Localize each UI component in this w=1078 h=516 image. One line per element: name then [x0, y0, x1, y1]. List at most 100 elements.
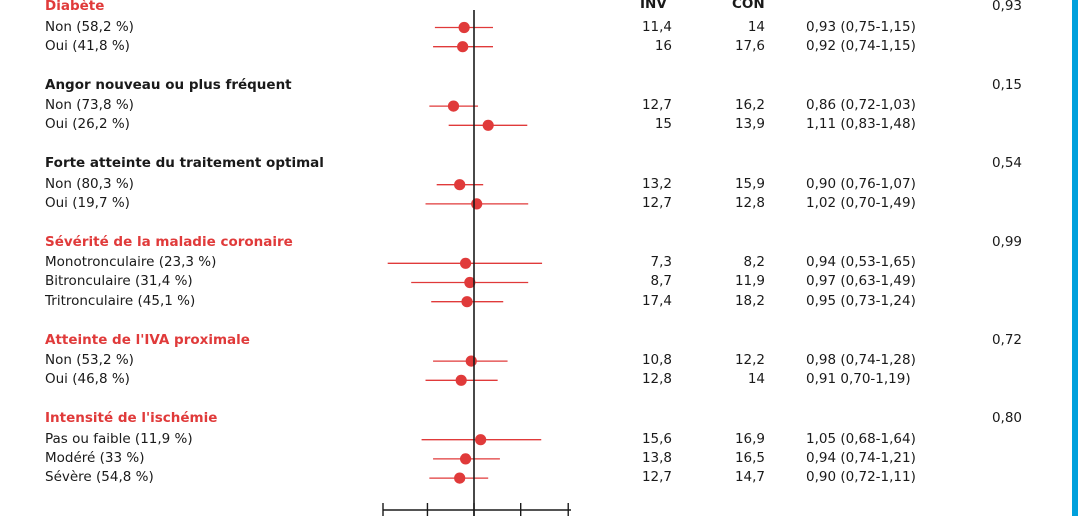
- group-label: Diabète: [45, 0, 105, 14]
- hazard-ratio-ci: 0,90 (0,76-1,07): [806, 176, 916, 192]
- subgroup-label: Non (73,8 %): [45, 97, 134, 113]
- inv-value: 15,6: [641, 431, 672, 447]
- p-value: 0,54: [991, 155, 1022, 171]
- hr-point: [458, 21, 470, 34]
- subgroup-label: Oui (41,8 %): [45, 38, 130, 54]
- group-label: Forte atteinte du traitement optimal: [45, 155, 324, 171]
- group-label: Atteinte de l'IVA proximale: [45, 332, 250, 348]
- p-value: 0,80: [991, 410, 1022, 426]
- hazard-ratio-ci: 1,11 (0,83-1,48): [806, 116, 916, 132]
- con-value: 18,2: [734, 293, 765, 309]
- con-value: 14: [747, 19, 765, 35]
- inv-value: 11,4: [641, 19, 672, 35]
- subgroup-label: Oui (46,8 %): [45, 371, 130, 387]
- con-value: 12,8: [734, 195, 765, 211]
- hazard-ratio-ci: 1,05 (0,68-1,64): [806, 431, 916, 447]
- subgroup-label: Bitronculaire (31,4 %): [45, 273, 193, 289]
- inv-value: 8,7: [650, 273, 672, 289]
- hazard-ratio-ci: 1,02 (0,70-1,49): [806, 195, 916, 211]
- hr-point: [457, 41, 469, 53]
- hazard-ratio-ci: 0,86 (0,72-1,03): [806, 97, 916, 113]
- group-label: Sévérité de la maladie coronaire: [45, 234, 293, 250]
- table-row: Oui (41,8 %) 16 17,6 0,92 (0,74-1,15): [0, 37, 1072, 56]
- p-value: 0,99: [991, 234, 1022, 250]
- hr-point: [455, 374, 467, 386]
- table-row: Oui (19,7 %) 12,7 12,8 1,02 (0,70-1,49): [0, 194, 1072, 213]
- col-header-con: CON: [732, 0, 765, 12]
- con-value: 14: [747, 371, 765, 387]
- inv-value: 7,3: [650, 254, 672, 270]
- hazard-ratio-ci: 0,90 (0,72-1,11): [806, 469, 916, 485]
- inv-value: 13,2: [641, 176, 672, 192]
- con-value: 11,9: [734, 273, 765, 289]
- hr-point: [461, 296, 473, 308]
- subgroup-label: Oui (26,2 %): [45, 116, 130, 132]
- con-value: 16,9: [734, 431, 765, 447]
- table-row: Monotronculaire (23,3 %) 7,3 8,2 0,94 (0,53…: [0, 253, 1072, 272]
- table-row: Non (80,3 %) 13,2 15,9 0,90 (0,76-1,07): [0, 175, 1072, 194]
- subgroup-label: Tritronculaire (45,1 %): [45, 293, 196, 309]
- table-row: Non (53,2 %) 10,8 12,2 0,98 (0,74-1,28): [0, 351, 1072, 370]
- subgroup-label: Non (53,2 %): [45, 352, 134, 368]
- hazard-ratio-ci: 0,95 (0,73-1,24): [806, 293, 916, 309]
- group-header-row: Intensité de l'ischémie 0,80: [0, 409, 1072, 428]
- con-value: 8,2: [743, 254, 765, 270]
- inv-value: 12,7: [641, 97, 672, 113]
- table-row: Oui (26,2 %) 15 13,9 1,11 (0,83-1,48): [0, 115, 1072, 134]
- table-row: Modéré (33 %) 13,8 16,5 0,94 (0,74-1,21): [0, 449, 1072, 468]
- hazard-ratio-ci: 0,94 (0,53-1,65): [806, 254, 916, 270]
- inv-value: 12,7: [641, 195, 672, 211]
- hr-point: [464, 276, 476, 289]
- hr-point: [482, 119, 494, 131]
- inv-value: 17,4: [641, 293, 672, 309]
- inv-value: 15: [654, 116, 672, 132]
- group-header-row: Angor nouveau ou plus fréquent 0,15: [0, 76, 1072, 95]
- hr-point: [475, 434, 487, 446]
- table-row: Sévère (54,8 %) 12,7 14,7 0,90 (0,72-1,11): [0, 468, 1072, 487]
- table-row: Bitronculaire (31,4 %) 8,7 11,9 0,97 (0,63-…: [0, 272, 1072, 291]
- table-row: Non (58,2 %) 11,4 14 0,93 (0,75-1,15): [0, 18, 1072, 37]
- table-row: Non (73,8 %) 12,7 16,2 0,86 (0,72-1,03): [0, 96, 1072, 115]
- inv-value: 12,7: [641, 469, 672, 485]
- hr-point: [454, 472, 466, 484]
- subgroup-label: Oui (19,7 %): [45, 195, 130, 211]
- table-row: Pas ou faible (11,9 %) 15,6 16,9 1,05 (0,68…: [0, 430, 1072, 449]
- inv-value: 12,8: [641, 371, 672, 387]
- subgroup-label: Modéré (33 %): [45, 450, 145, 466]
- group-header-row: Forte atteinte du traitement optimal 0,54: [0, 154, 1072, 173]
- con-value: 13,9: [734, 116, 765, 132]
- con-value: 15,9: [734, 176, 765, 192]
- table-row: Tritronculaire (45,1 %) 17,4 18,2 0,95 (0,7…: [0, 292, 1072, 311]
- hazard-ratio-ci: 0,98 (0,74-1,28): [806, 352, 916, 368]
- subgroup-label: Non (80,3 %): [45, 176, 134, 192]
- con-value: 12,2: [734, 352, 765, 368]
- hazard-ratio-ci: 0,91 0,70-1,19): [806, 371, 911, 387]
- hr-point: [454, 179, 466, 191]
- hr-point: [447, 100, 460, 112]
- p-value: 0,93: [991, 0, 1022, 14]
- p-value: 0,72: [991, 332, 1022, 348]
- group-header-row: Sévérité de la maladie coronaire 0,99: [0, 233, 1072, 252]
- hazard-ratio-ci: 0,92 (0,74-1,15): [806, 38, 916, 54]
- hr-point: [471, 198, 483, 210]
- hazard-ratio-ci: 0,94 (0,74-1,21): [806, 450, 916, 466]
- con-value: 14,7: [734, 469, 765, 485]
- hazard-ratio-ci: 0,93 (0,75-1,15): [806, 19, 916, 35]
- group-label: Angor nouveau ou plus fréquent: [45, 77, 292, 93]
- subgroup-label: Sévère (54,8 %): [45, 469, 154, 485]
- hr-point: [459, 257, 472, 269]
- hr-point: [459, 453, 472, 465]
- table-row: Oui (46,8 %) 12,8 14 0,91 0,70-1,19): [0, 370, 1072, 389]
- p-value: 0,15: [991, 77, 1022, 93]
- con-value: 16,2: [734, 97, 765, 113]
- group-header-row: Atteinte de l'IVA proximale 0,72: [0, 331, 1072, 350]
- hr-point: [465, 355, 477, 367]
- inv-value: 16: [654, 38, 672, 54]
- inv-value: 13,8: [641, 450, 672, 466]
- subgroup-label: Non (58,2 %): [45, 19, 134, 35]
- con-value: 17,6: [734, 38, 765, 54]
- subgroup-label: Monotronculaire (23,3 %): [45, 254, 217, 270]
- con-value: 16,5: [734, 450, 765, 466]
